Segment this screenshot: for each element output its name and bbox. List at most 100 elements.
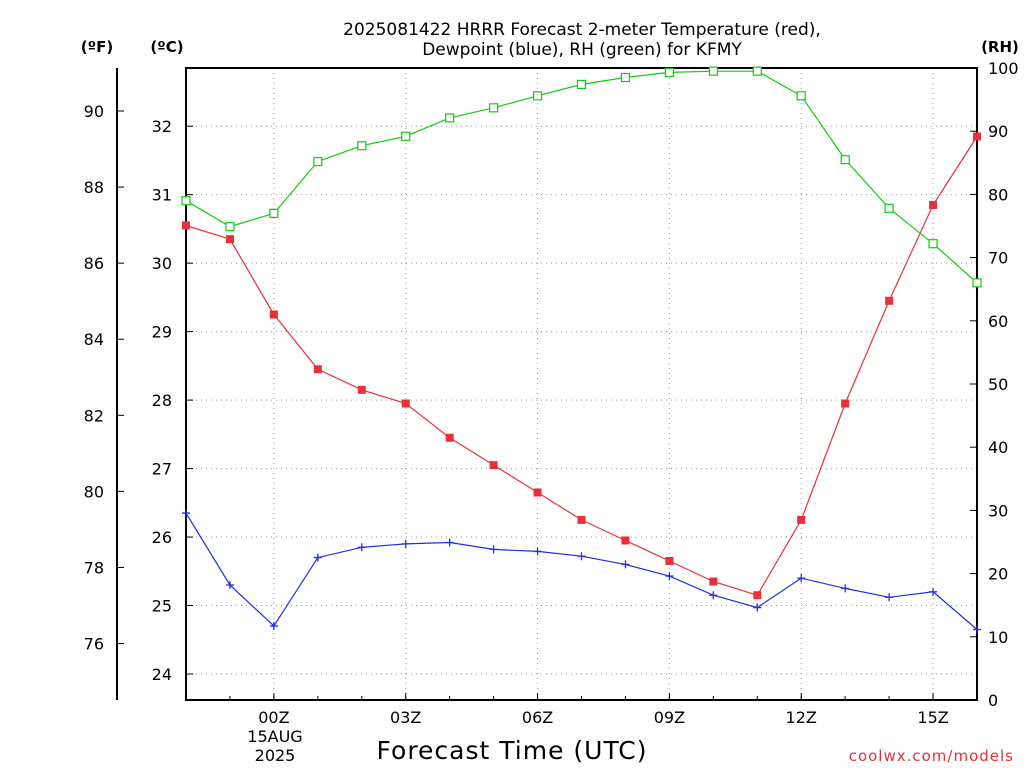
fahrenheit-tick-label: 86 [84,254,104,273]
chart-title-line2: Dewpoint (blue), RH (green) for KFMY [422,40,742,60]
rh-tick-label: 40 [988,438,1008,457]
temperature-point [709,577,718,586]
rh-point [884,203,894,213]
dewpoint-point [797,574,806,583]
dewpoint-point [401,539,410,548]
temperature-point [665,557,674,566]
x-tick-label: 03Z [390,708,421,727]
celsius-unit-label: (ºC) [150,38,183,56]
rh-point [489,103,499,113]
x-axis-label: Forecast Time (UTC) [377,736,648,765]
rh-point [532,91,543,101]
temperature-point [973,132,981,141]
x-tick-label: 12Z [786,708,817,727]
celsius-tick-label: 24 [152,665,172,684]
rh-point [313,156,323,167]
fahrenheit-tick-label: 78 [84,558,104,577]
chart-title-line1: 2025081422 HRRR Forecast 2-meter Tempera… [343,20,821,40]
rh-point [225,222,235,232]
dewpoint-point [709,591,718,600]
celsius-axis: 24 25 26 27 28 29 30 31 32 [152,117,193,684]
dewpoint-point [753,603,762,612]
temperature-point [401,399,410,408]
temperature-point [885,296,894,305]
dewpoint-point [577,552,586,561]
fahrenheit-tick-label: 90 [84,102,104,121]
rh-tick-label: 20 [988,565,1008,584]
rh-point [664,67,674,78]
fahrenheit-tick-label: 82 [84,406,104,425]
x-tick-label: 09Z [654,708,685,727]
rh-tick-label: 30 [988,501,1008,520]
dewpoint-point [885,593,894,602]
rh-tick-label: 70 [988,249,1008,268]
rh-tick-label: 60 [988,312,1008,331]
x-tick-label: 00Z [258,708,289,727]
temperature-point [357,385,366,394]
rh-point [708,66,718,76]
dewpoint-point [973,625,981,634]
rh-point [401,131,411,141]
temperature-point [533,488,542,497]
dewpoint-point [182,509,190,518]
dewpoint-point [621,560,630,569]
temperature-point [313,365,322,374]
rh-point [840,155,850,165]
x-axis: 00Z 03Z 06Z 09Z 12Z 15Z [185,693,978,727]
rh-tick-label: 80 [988,185,1008,204]
temperature-point [797,515,806,524]
dewpoint-point [225,580,234,589]
date-label-year: 2025 [255,746,296,765]
fahrenheit-tick-label: 76 [84,635,104,654]
temperature-point [753,591,762,600]
dewpoint-point [533,547,542,556]
celsius-tick-label: 30 [152,254,172,273]
dewpoint-point [929,587,938,596]
temperature-point [182,221,190,230]
fahrenheit-axis: 76 78 80 82 84 86 88 90 [84,102,124,654]
credit-link[interactable]: coolwx.com/models [849,747,1014,765]
temperature-point [841,399,850,408]
rh-tick-label: 0 [988,691,998,710]
temperature-series [182,132,981,600]
fahrenheit-unit-label: (ºF) [81,38,113,56]
rh-point [620,72,631,83]
dewpoint-point [357,543,366,552]
celsius-tick-label: 28 [152,391,172,410]
rh-tick-label: 10 [988,628,1008,647]
dewpoint-point [489,545,498,554]
series-layer [181,66,982,634]
celsius-tick-label: 32 [152,117,172,136]
rh-point [357,141,367,151]
dewpoint-line [185,512,978,630]
temperature-point [225,235,234,244]
rh-point [796,91,806,101]
rh-point [928,239,938,249]
rh-series [181,66,982,288]
dewpoint-point [665,572,674,581]
temperature-point [621,536,630,545]
x-tick-label: 06Z [522,708,553,727]
dewpoint-point [313,553,322,562]
rh-tick-label: 50 [988,375,1008,394]
celsius-tick-label: 26 [152,528,172,547]
dewpoint-series [182,509,981,634]
grid-lines [186,68,977,700]
rh-point [445,113,455,123]
rh-axis: 0 10 20 30 40 50 60 70 80 90 100 [970,59,1019,710]
temperature-point [269,310,278,319]
temperature-point [929,200,938,209]
date-label-day: 15AUG [247,727,302,746]
dewpoint-point [841,584,850,593]
dewpoint-point [445,538,454,547]
celsius-tick-label: 27 [152,460,172,479]
fahrenheit-tick-label: 88 [84,178,104,197]
dewpoint-point [269,622,278,631]
fahrenheit-tick-label: 84 [84,330,104,349]
rh-point [972,278,982,288]
rh-unit-label: (RH) [981,38,1019,56]
celsius-tick-label: 31 [152,186,172,205]
temperature-point [577,515,586,524]
fahrenheit-tick-label: 80 [84,482,104,501]
temperature-point [489,461,498,470]
